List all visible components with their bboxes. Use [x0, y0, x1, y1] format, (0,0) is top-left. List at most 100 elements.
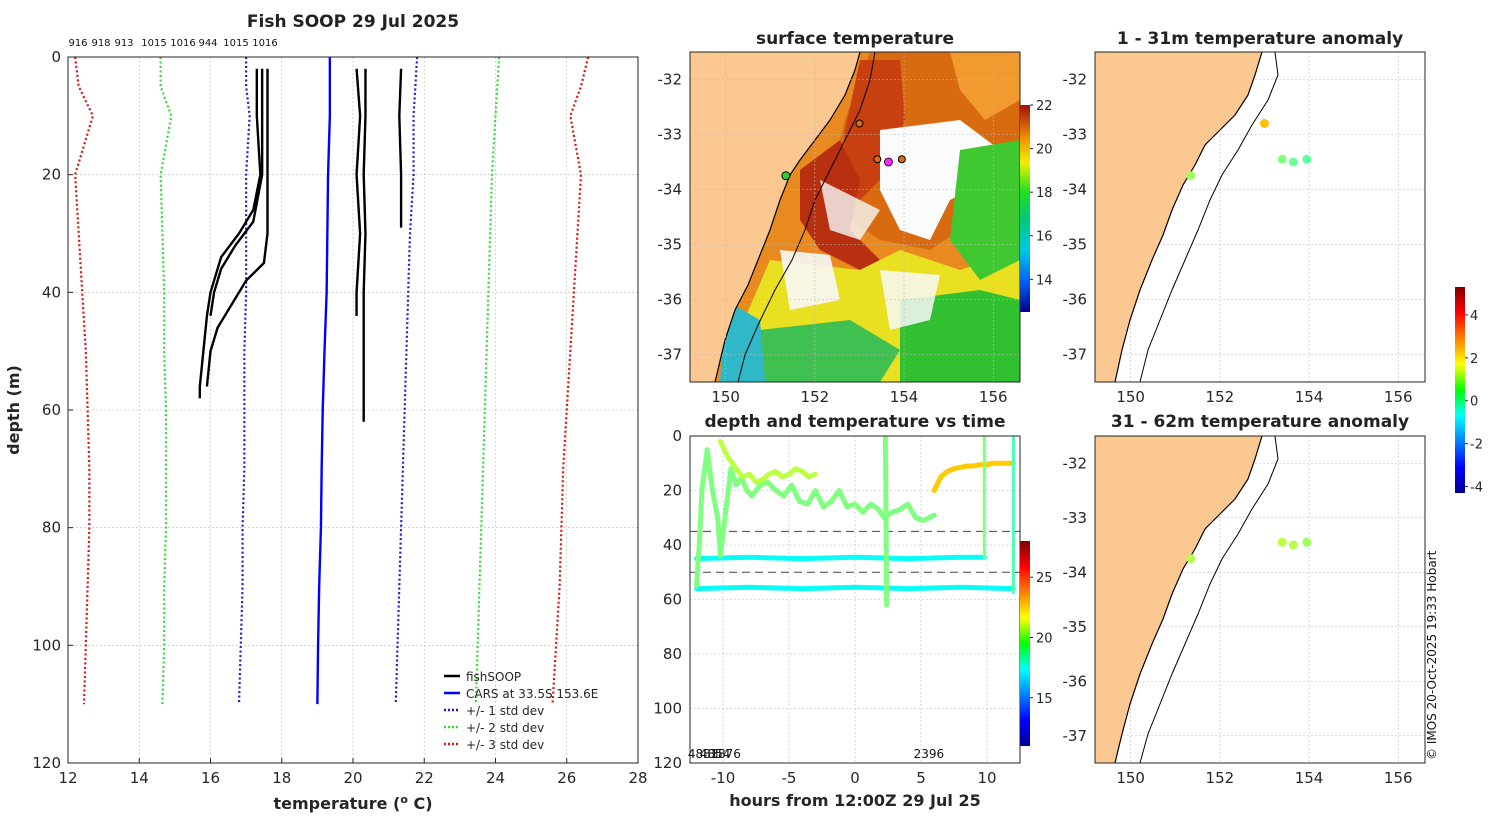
- lat-tick-label: -35: [1063, 618, 1088, 636]
- time-xlabel: hours from 12:00Z 29 Jul 25: [729, 791, 980, 810]
- time-grid: [690, 435, 1020, 764]
- lon-tick-label: 152: [1206, 388, 1235, 406]
- tick-label-x: 5: [916, 769, 926, 787]
- profile-legend: fishSOOP CARS at 33.5S 153.6E +/- 1 std …: [444, 670, 598, 752]
- time-title: depth and temperature vs time: [705, 412, 1006, 432]
- lon-tick-label: 150: [711, 388, 740, 406]
- anomaly2-frame: [1094, 435, 1426, 764]
- series-warm-tow: [931, 460, 1016, 493]
- profile-xlabel: temperature (o C): [273, 793, 432, 813]
- tick-label-y: 80: [663, 645, 682, 663]
- tick-label-y: 60: [42, 401, 61, 419]
- tick-label-x: 24: [486, 769, 505, 787]
- anomaly-point: [1186, 171, 1196, 181]
- series--1-std-dev: [237, 57, 251, 705]
- legend-sd3: +/- 3 std dev: [466, 738, 544, 752]
- tick-label-y: 40: [663, 536, 682, 554]
- tick-label-y: 20: [42, 166, 61, 184]
- lat-tick-label: -37: [658, 346, 683, 364]
- anomaly1-frame: [1094, 51, 1426, 383]
- top-label: 1016: [170, 38, 195, 49]
- profile-title: Fish SOOP 29 Jul 2025: [247, 12, 459, 32]
- sst-map-image: [690, 52, 1020, 382]
- colorbar-tick-label: 4: [1470, 309, 1478, 324]
- bottom-label: 2396: [914, 747, 945, 761]
- lat-tick-label: -34: [1063, 563, 1088, 581]
- top-label: 913: [114, 38, 133, 49]
- tick-label-x: 26: [557, 769, 576, 787]
- lat-tick-label: -32: [1063, 454, 1088, 472]
- tick-label-x: 10: [977, 769, 996, 787]
- sst-map-stations: [781, 119, 906, 181]
- series-shallow-tow-b: [717, 438, 818, 485]
- time-panel: depth and temperature vs time -10 -5 0 5 100…: [653, 412, 1052, 810]
- anomaly-panel-2: 31 - 62m temperature anomaly 150 152 154 15…: [1063, 412, 1426, 787]
- sst-colorbar: [1020, 105, 1030, 312]
- profile-panel: Fish SOOP 29 Jul 2025 916 918 913 1015 1016 9…: [4, 12, 648, 813]
- series--3-std-dev: [74, 57, 95, 705]
- time-colorbar-ticks: 25 20 15: [1030, 571, 1053, 707]
- station-marker: [781, 171, 791, 181]
- anomaly1-ticks: 150 152 154 156 -32 -33 -34 -35 -36 -37: [1063, 71, 1413, 407]
- anomaly1-map: [1095, 52, 1279, 382]
- anomaly-point: [1288, 157, 1298, 167]
- tick-label-y: 40: [42, 283, 61, 301]
- bottom-label: 1876: [710, 747, 741, 761]
- station-marker: [897, 155, 906, 164]
- lat-tick-label: -33: [1063, 126, 1088, 144]
- station-marker: [855, 119, 864, 128]
- lat-tick-label: -37: [1063, 346, 1088, 364]
- tick-label-y: 120: [653, 754, 682, 772]
- series-deep-tow-2: [694, 584, 1016, 592]
- watermark: © IMOS 20-Oct-2025 19:33 Hobart: [1425, 550, 1439, 760]
- lat-tick-label: -33: [658, 126, 683, 144]
- anomaly1-land: [1095, 52, 1262, 382]
- anomaly-point: [1259, 119, 1269, 128]
- top-label: 916: [68, 38, 87, 49]
- lon-tick-label: 154: [1295, 769, 1324, 787]
- lat-tick-label: -35: [658, 236, 683, 254]
- series-cars-at-33-5s-153-6e: [316, 57, 332, 705]
- lon-tick-label: 150: [1116, 769, 1145, 787]
- anomaly2-land: [1095, 436, 1262, 763]
- lat-tick-label: -34: [658, 181, 683, 199]
- sst-map-title: surface temperature: [756, 29, 954, 49]
- time-series: [690, 436, 1020, 608]
- anomaly-point: [1302, 537, 1312, 547]
- profile-top-labels: 916 918 913 1015 1016 944 1015 1016: [68, 38, 277, 49]
- anomaly2-map: [1095, 436, 1279, 763]
- tick-label-x: 0: [850, 769, 860, 787]
- lon-tick-label: 156: [1384, 388, 1413, 406]
- lat-tick-label: -37: [1063, 727, 1088, 745]
- legend-sd1: +/- 1 std dev: [466, 704, 544, 718]
- tick-label-x: 22: [415, 769, 434, 787]
- bottom-label: 4854: [700, 747, 731, 761]
- lat-tick-label: -33: [1063, 509, 1088, 527]
- lat-tick-label: -32: [1063, 71, 1088, 89]
- series-fishsoop: [398, 68, 403, 228]
- series-surface-to-bottom-dive: [882, 436, 890, 608]
- anomaly-point: [1302, 154, 1312, 164]
- colorbar-tick-label: 14: [1036, 273, 1053, 288]
- top-label: 918: [91, 38, 110, 49]
- tick-label-x: 16: [201, 769, 220, 787]
- series--3-std-dev: [551, 57, 590, 705]
- anomaly1-title: 1 - 31m temperature anomaly: [1117, 29, 1403, 49]
- anomaly-point: [1277, 154, 1287, 164]
- anomaly1-points: [1186, 119, 1312, 181]
- series-deep-tow-1: [694, 554, 987, 562]
- lon-tick-label: 156: [979, 388, 1008, 406]
- legend-cars: CARS at 33.5S 153.6E: [466, 687, 598, 701]
- lon-tick-label: 152: [801, 388, 830, 406]
- anomaly-panel-1: 1 - 31m temperature anomaly 150 152 154 156…: [1063, 29, 1426, 406]
- sst-land: [690, 52, 860, 382]
- series-fishsoop: [198, 68, 262, 399]
- anomaly-point: [1277, 537, 1287, 547]
- tick-label-y: 20: [663, 482, 682, 500]
- tick-label-y: 60: [663, 591, 682, 609]
- series-fishsoop: [209, 68, 264, 317]
- lon-tick-label: 150: [1116, 388, 1145, 406]
- profile-lines: [74, 57, 590, 705]
